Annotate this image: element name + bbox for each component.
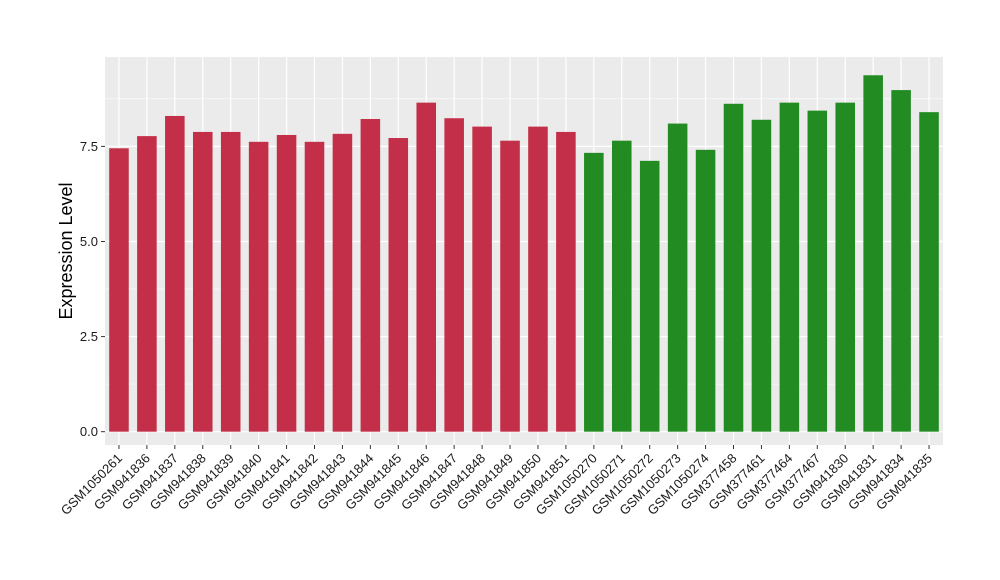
bar-GSM941845: [388, 138, 409, 432]
bar-GSM941834: [891, 90, 911, 432]
bar-GSM941851: [556, 131, 576, 432]
bar-GSM377467: [807, 110, 828, 432]
bar-GSM941844: [360, 119, 381, 432]
bar-GSM941849: [500, 140, 520, 432]
bar-GSM377461: [751, 119, 772, 432]
bar-GSM941831: [863, 75, 883, 432]
x-axis: GSM1050261GSM941836GSM941837GSM941838GSM…: [58, 445, 935, 518]
bar-GSM941847: [444, 118, 464, 432]
bar-GSM941840: [248, 141, 269, 432]
bar-GSM377464: [779, 102, 800, 432]
y-tick-label: 5.0: [80, 234, 98, 249]
bar-GSM941839: [220, 131, 241, 432]
bar-GSM941830: [835, 102, 856, 432]
bar-GSM1050273: [667, 123, 688, 432]
bar-GSM941843: [332, 133, 353, 432]
bar-GSM941841: [276, 134, 297, 432]
bar-GSM941838: [192, 131, 213, 432]
bar-GSM1050272: [639, 160, 660, 432]
bar-GSM1050274: [695, 149, 716, 432]
y-axis-title: Expression Level: [56, 182, 76, 319]
bar-GSM941835: [919, 112, 939, 432]
bar-GSM941846: [416, 102, 437, 432]
bar-GSM941836: [137, 136, 157, 432]
y-tick-label: 2.5: [80, 329, 98, 344]
y-axis: 0.0 2.5 5.0 7.5: [80, 139, 105, 439]
bar-GSM1050270: [584, 152, 604, 432]
bar-GSM1050261: [109, 148, 129, 432]
y-tick-label: 7.5: [80, 139, 98, 154]
bar-GSM377458: [723, 103, 744, 432]
y-tick-label: 0.0: [80, 424, 98, 439]
bar-GSM941850: [528, 126, 548, 432]
plot-panel: [105, 57, 943, 445]
bars: [109, 75, 939, 432]
bar-GSM941848: [472, 126, 492, 432]
bar-GSM941842: [304, 141, 325, 432]
bar-GSM1050271: [611, 140, 632, 432]
bar-GSM941837: [165, 115, 185, 432]
